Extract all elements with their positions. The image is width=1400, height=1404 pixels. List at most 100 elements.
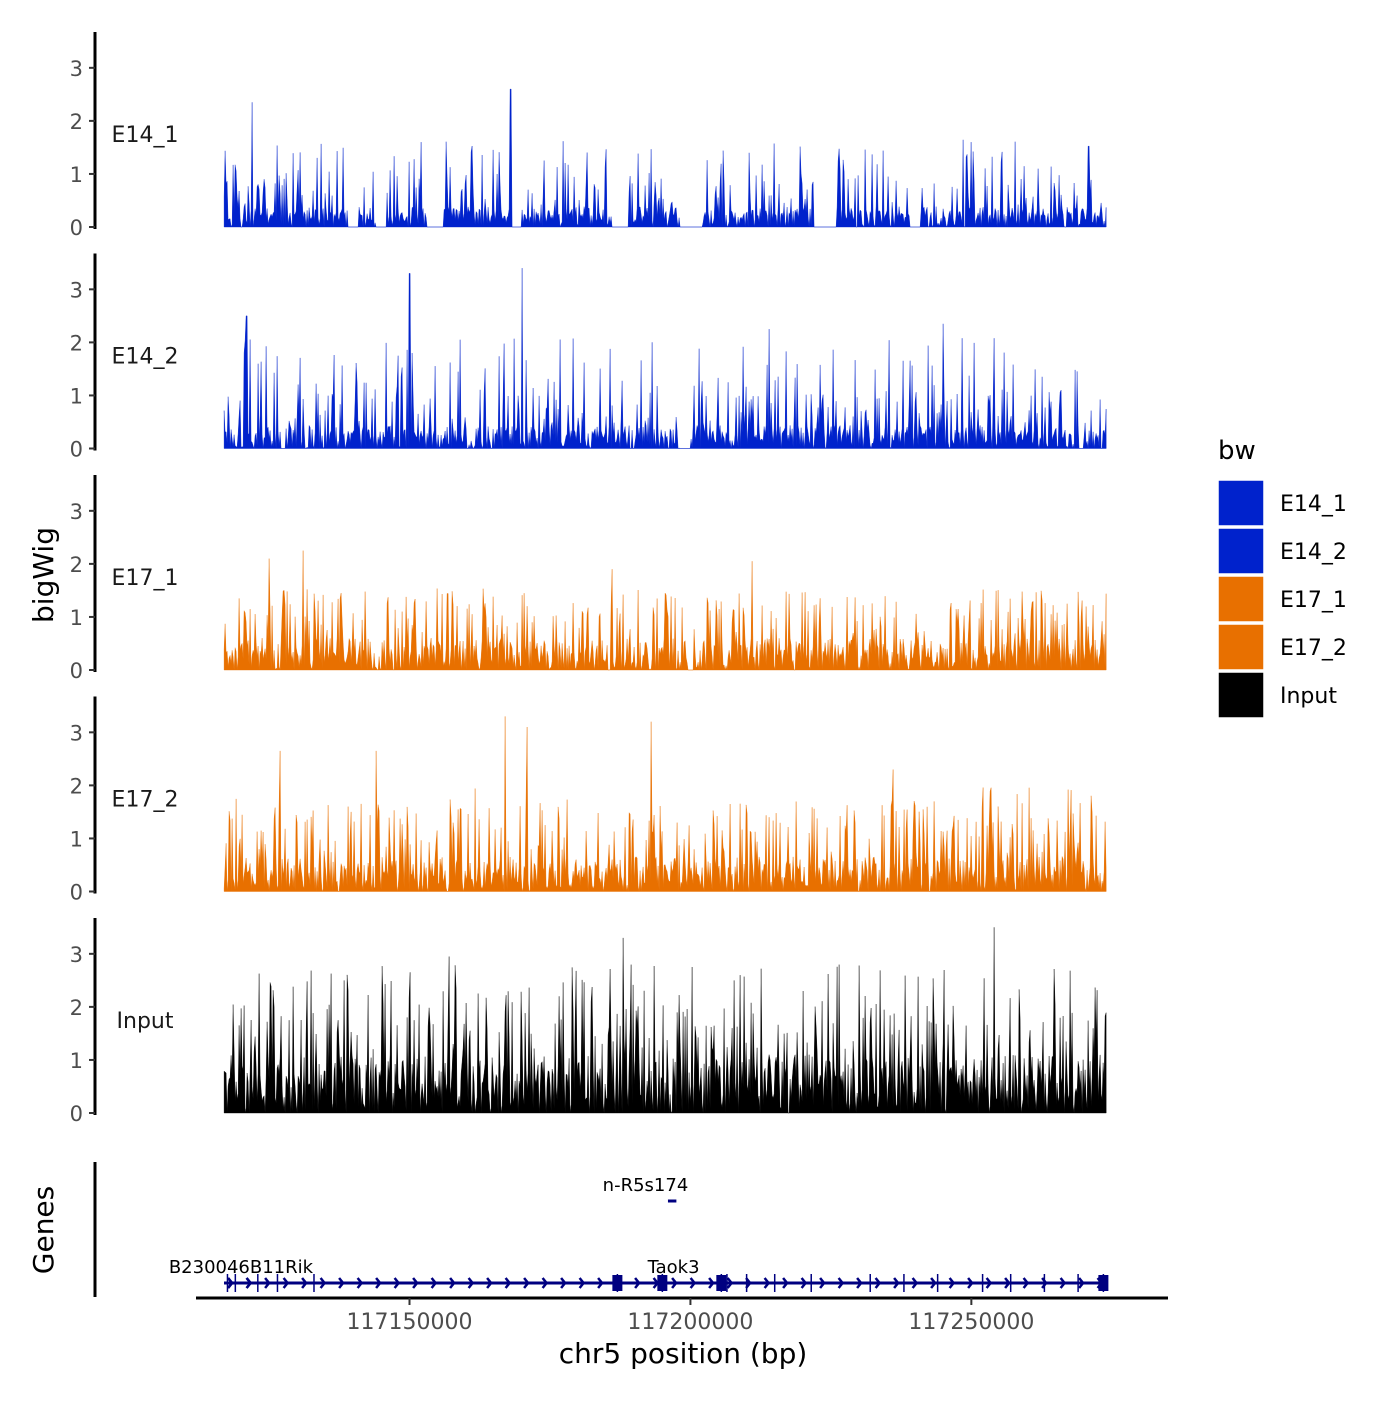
x-axis-label: chr5 position (bp) (559, 1337, 808, 1370)
strand-arrow (356, 1277, 364, 1289)
exon-block (657, 1275, 668, 1291)
y-tick-label: 0 (70, 438, 83, 462)
strand-arrow (1059, 1277, 1067, 1289)
strand-arrow (893, 1277, 900, 1289)
strand-arrow (985, 1277, 993, 1289)
legend-swatch-E17_2 (1217, 623, 1265, 671)
strand-arrow (338, 1277, 345, 1289)
strand-arrow (578, 1277, 586, 1289)
y-tick-label: 3 (70, 721, 83, 745)
legend-label: E14_1 (1280, 492, 1347, 517)
y-tick-label: 3 (70, 943, 83, 967)
strand-arrow (800, 1277, 808, 1289)
strand-arrow (948, 1277, 956, 1289)
strand-arrow (560, 1277, 567, 1289)
signal-area-E17_1 (223, 550, 1107, 671)
gene-label: B230046B11Rik (169, 1257, 314, 1278)
signal-area-E14_1 (223, 88, 1107, 228)
signal-area-E17_2 (223, 716, 1107, 893)
y-tick-label: 1 (70, 163, 83, 187)
strand-arrow (819, 1277, 826, 1289)
track-label: E17_2 (112, 788, 179, 813)
strand-arrow (911, 1277, 919, 1289)
legend-label: E17_2 (1280, 636, 1347, 661)
y-tick-label: 2 (70, 331, 83, 355)
strand-arrow (708, 1277, 715, 1289)
track-E17_2: 0 1 2 3 E17_2 (70, 696, 1107, 905)
strand-arrow (301, 1277, 308, 1289)
strand-arrow (1004, 1277, 1011, 1289)
y-axis-label: bigWig (27, 527, 60, 623)
strand-arrow (782, 1277, 789, 1289)
legend-swatch-Input (1217, 671, 1265, 719)
strand-arrow (671, 1277, 678, 1289)
strand-arrow (375, 1277, 382, 1289)
track-E14_2: 0 1 2 3 E14_2 (70, 253, 1107, 462)
gene-label: Taok3 (647, 1257, 700, 1278)
strand-arrow (689, 1277, 697, 1289)
exon-block (716, 1275, 727, 1291)
x-tick-label: 117200000 (627, 1310, 753, 1335)
signal-area-E14_2 (223, 268, 1107, 450)
gene-Taok3: Taok3 (224, 1257, 1109, 1292)
genes-axis-label: Genes (27, 1186, 60, 1274)
strand-arrow (967, 1277, 974, 1289)
gene-n-R5s174: n-R5s174 (603, 1175, 688, 1203)
legend-swatch-E17_1 (1217, 575, 1265, 623)
x-tick-label: 117250000 (908, 1310, 1034, 1335)
y-tick-label: 2 (70, 996, 83, 1020)
y-tick-label: 2 (70, 553, 83, 577)
track-E14_1: 0 1 2 3 E14_1 (70, 32, 1107, 240)
strand-arrow (486, 1277, 493, 1289)
strand-arrow (763, 1277, 771, 1289)
strand-arrow (837, 1277, 845, 1289)
legend-label: E17_1 (1280, 588, 1347, 613)
genes-track: n-R5s174 B230046B11Rik Taok3 (93, 1162, 1109, 1297)
y-tick-label: 1 (70, 606, 83, 630)
strand-arrow (227, 1277, 234, 1289)
strand-arrow (874, 1277, 882, 1289)
strand-arrow (282, 1277, 290, 1289)
x-axis: 117150000 117200000 117250000 (196, 1296, 1168, 1335)
strand-arrow (930, 1277, 937, 1289)
strand-arrow (856, 1277, 863, 1289)
legend-label: Input (1280, 684, 1337, 709)
y-tick-label: 2 (70, 774, 83, 798)
tracks-group: 0 1 2 3 E14_1 0 1 2 3 E14_2 0 1 2 3 E17_1 0 1 2 3 E17_2 0 1 2 3… (70, 32, 1107, 1126)
legend-title: bw (1218, 436, 1256, 466)
y-tick-label: 1 (70, 384, 83, 408)
y-tick-label: 1 (70, 1049, 83, 1073)
strand-arrow (449, 1277, 456, 1289)
strand-arrow (264, 1277, 271, 1289)
x-tick-label: 117150000 (347, 1310, 473, 1335)
track-label: E14_2 (112, 345, 179, 370)
y-tick-label: 2 (70, 110, 83, 134)
strand-arrow (597, 1277, 604, 1289)
y-tick-label: 1 (70, 827, 83, 851)
signal-area-Input (223, 927, 1107, 1114)
legend-swatch-E14_2 (1217, 527, 1265, 575)
y-tick-label: 3 (70, 500, 83, 524)
legend: bw E14_1 E14_2 E17_1 E17_2 Input (1217, 436, 1347, 719)
strand-arrow (504, 1277, 512, 1289)
track-E17_1: 0 1 2 3 E17_1 (70, 475, 1107, 683)
y-tick-label: 0 (70, 216, 83, 240)
strand-arrow (412, 1277, 419, 1289)
strand-arrow (1078, 1277, 1085, 1289)
track-label: E17_1 (112, 566, 179, 591)
strand-arrow (467, 1277, 475, 1289)
strand-arrow (245, 1277, 253, 1289)
legend-label: E14_2 (1280, 540, 1347, 565)
legend-swatch-E14_1 (1217, 479, 1265, 527)
track-Input: 0 1 2 3 Input (70, 918, 1107, 1126)
strand-arrow (393, 1277, 401, 1289)
strand-arrow (745, 1277, 752, 1289)
strand-arrow (634, 1277, 641, 1289)
track-label: E14_1 (112, 123, 179, 148)
y-tick-label: 0 (70, 881, 83, 905)
y-tick-label: 0 (70, 659, 83, 683)
strand-arrow (1022, 1277, 1030, 1289)
strand-arrow (523, 1277, 530, 1289)
